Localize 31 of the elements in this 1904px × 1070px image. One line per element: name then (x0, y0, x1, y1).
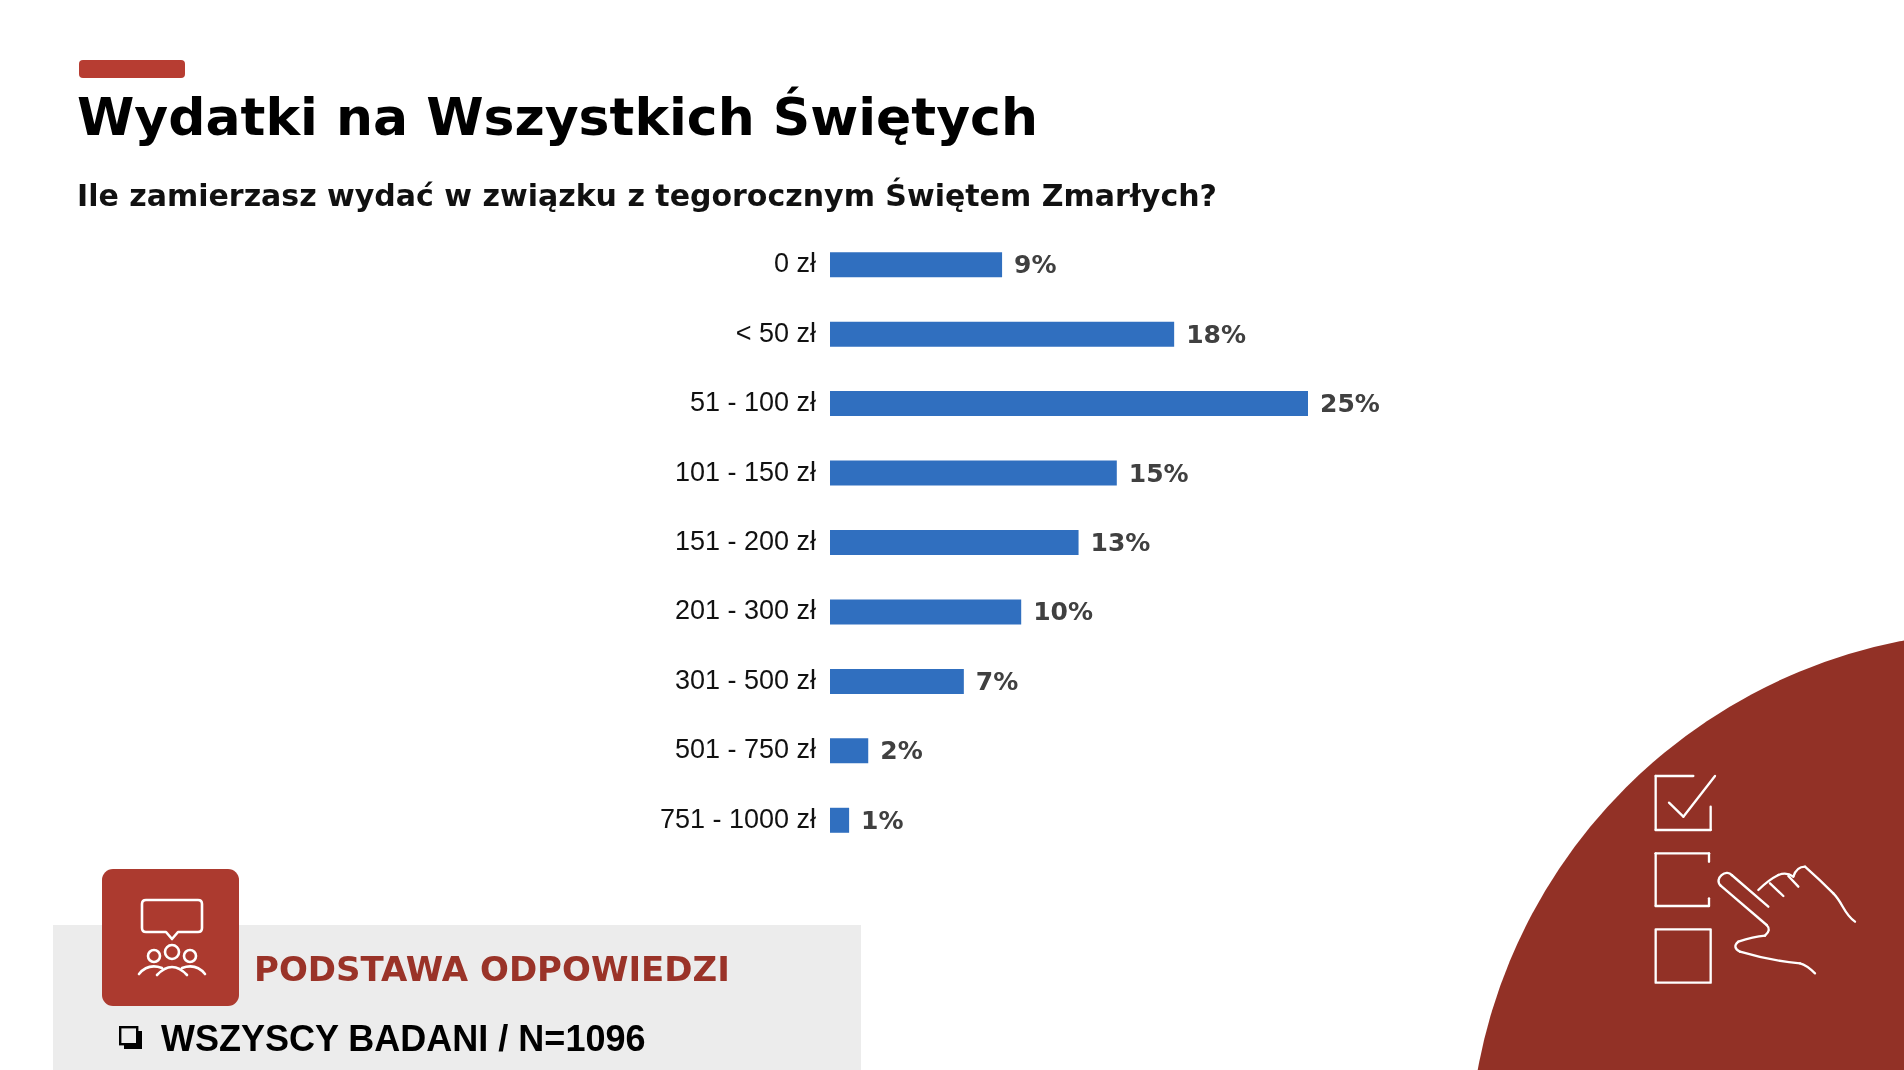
data-label: 15% (1128, 458, 1189, 488)
data-label: 2% (880, 736, 923, 766)
bar (830, 321, 1175, 347)
y-tick-label: 51 - 100 zł (689, 387, 816, 418)
chart-title: Wydatki na Wszystkich Świętych (77, 85, 1038, 149)
data-label: 7% (975, 666, 1019, 696)
bar (830, 460, 1117, 486)
bar (830, 668, 964, 694)
bar (830, 599, 1022, 625)
y-tick-label: 101 - 150 zł (674, 456, 816, 487)
data-label: 18% (1186, 319, 1246, 349)
text: WSZYSCY BADANI / N=1096 (161, 1018, 646, 1060)
y-tick-label: 501 - 750 zł (674, 734, 816, 765)
y-tick-label: 751 - 1000 zł (659, 803, 816, 834)
y-tick-label: 0 zł (773, 248, 816, 279)
bar (830, 738, 869, 764)
data-label: 9% (1014, 250, 1057, 280)
text: PODSTAWA ODPOWIEDZI (254, 948, 730, 990)
y-tick-label: < 50 zł (735, 317, 816, 348)
y-tick-label: 201 - 300 zł (674, 595, 816, 626)
data-label: 1% (861, 805, 904, 835)
bar (830, 391, 1308, 417)
data-label: 25% (1320, 389, 1380, 419)
bar (830, 807, 850, 833)
y-tick-label: 151 - 200 zł (674, 525, 816, 556)
data-label: 10% (1033, 597, 1094, 627)
bar (830, 530, 1079, 555)
bar (830, 252, 1003, 278)
y-tick-label: 301 - 500 zł (674, 664, 816, 695)
data-label: 13% (1090, 528, 1151, 557)
chart-subtitle: Ile zamierzasz wydać w związku z tegorocznym Świętem Zmarłych? (77, 178, 1217, 214)
